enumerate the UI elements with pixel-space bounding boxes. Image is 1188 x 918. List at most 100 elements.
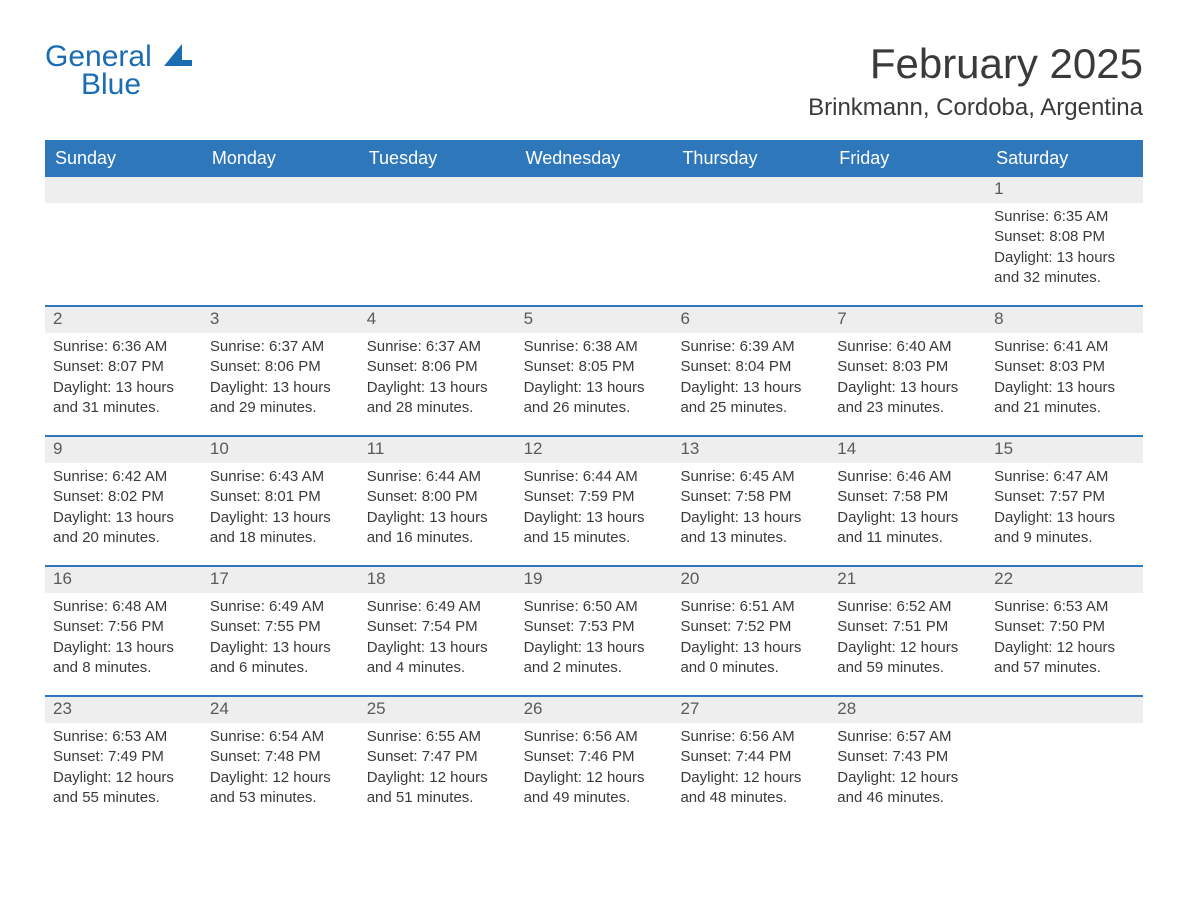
day-info: Sunrise: 6:35 AMSunset: 8:08 PMDaylight:… bbox=[986, 203, 1143, 298]
sunset-text: Sunset: 8:03 PM bbox=[837, 357, 978, 377]
sunrise-text: Sunrise: 6:49 AM bbox=[210, 597, 351, 617]
daylight-text: Daylight: 13 hours and 23 minutes. bbox=[837, 378, 978, 419]
day-info: Sunrise: 6:49 AMSunset: 7:55 PMDaylight:… bbox=[202, 593, 359, 688]
sunrise-text: Sunrise: 6:40 AM bbox=[837, 337, 978, 357]
sunrise-text: Sunrise: 6:50 AM bbox=[524, 597, 665, 617]
daylight-text: Daylight: 13 hours and 29 minutes. bbox=[210, 378, 351, 419]
sunset-text: Sunset: 7:52 PM bbox=[680, 617, 821, 637]
daylight-text: Daylight: 13 hours and 31 minutes. bbox=[53, 378, 194, 419]
month-title: February 2025 bbox=[808, 40, 1143, 88]
day-number bbox=[986, 697, 1143, 723]
day-number: 22 bbox=[986, 567, 1143, 593]
sunset-text: Sunset: 7:43 PM bbox=[837, 747, 978, 767]
sunrise-text: Sunrise: 6:54 AM bbox=[210, 727, 351, 747]
daylight-text: Daylight: 12 hours and 53 minutes. bbox=[210, 768, 351, 809]
day-cell: 23Sunrise: 6:53 AMSunset: 7:49 PMDayligh… bbox=[45, 697, 202, 825]
day-number: 21 bbox=[829, 567, 986, 593]
dayname-monday: Monday bbox=[202, 140, 359, 177]
day-number: 2 bbox=[45, 307, 202, 333]
day-number: 5 bbox=[516, 307, 673, 333]
day-cell: 7 Sunrise: 6:40 AMSunset: 8:03 PMDaylight… bbox=[829, 307, 986, 435]
day-info: Sunrise: 6:44 AMSunset: 8:00 PMDaylight:… bbox=[359, 463, 516, 558]
sunset-text: Sunset: 7:58 PM bbox=[837, 487, 978, 507]
day-info: Sunrise: 6:38 AMSunset: 8:05 PMDaylight:… bbox=[516, 333, 673, 428]
sunset-text: Sunset: 7:46 PM bbox=[524, 747, 665, 767]
week-row: 1Sunrise: 6:35 AMSunset: 8:08 PMDaylight… bbox=[45, 177, 1143, 305]
sunset-text: Sunset: 7:56 PM bbox=[53, 617, 194, 637]
sunrise-text: Sunrise: 6:47 AM bbox=[994, 467, 1135, 487]
empty-cell bbox=[202, 177, 359, 305]
sunset-text: Sunset: 8:06 PM bbox=[210, 357, 351, 377]
sunrise-text: Sunrise: 6:41 AM bbox=[994, 337, 1135, 357]
day-number: 24 bbox=[202, 697, 359, 723]
day-number: 7 bbox=[829, 307, 986, 333]
day-number: 14 bbox=[829, 437, 986, 463]
day-info: Sunrise: 6:37 AMSunset: 8:06 PMDaylight:… bbox=[202, 333, 359, 428]
daylight-text: Daylight: 13 hours and 21 minutes. bbox=[994, 378, 1135, 419]
sunset-text: Sunset: 8:06 PM bbox=[367, 357, 508, 377]
week-row: 9Sunrise: 6:42 AMSunset: 8:02 PMDaylight… bbox=[45, 435, 1143, 565]
empty-cell bbox=[45, 177, 202, 305]
day-number: 20 bbox=[672, 567, 829, 593]
day-cell: 10Sunrise: 6:43 AMSunset: 8:01 PMDayligh… bbox=[202, 437, 359, 565]
day-cell: 6Sunrise: 6:39 AMSunset: 8:04 PMDaylight… bbox=[672, 307, 829, 435]
day-number: 11 bbox=[359, 437, 516, 463]
brand-logo: General Blue bbox=[45, 40, 192, 102]
day-cell: 22Sunrise: 6:53 AMSunset: 7:50 PMDayligh… bbox=[986, 567, 1143, 695]
day-cell: 20Sunrise: 6:51 AMSunset: 7:52 PMDayligh… bbox=[672, 567, 829, 695]
sunset-text: Sunset: 7:47 PM bbox=[367, 747, 508, 767]
day-info: Sunrise: 6:36 AMSunset: 8:07 PMDaylight:… bbox=[45, 333, 202, 428]
empty-cell bbox=[672, 177, 829, 305]
daylight-text: Daylight: 13 hours and 8 minutes. bbox=[53, 638, 194, 679]
dayname-thursday: Thursday bbox=[672, 140, 829, 177]
day-cell: 27Sunrise: 6:56 AMSunset: 7:44 PMDayligh… bbox=[672, 697, 829, 825]
page-header: General Blue February 2025 Brinkmann, Co… bbox=[45, 40, 1143, 122]
day-cell: 24 Sunrise: 6:54 AMSunset: 7:48 PMDayligh… bbox=[202, 697, 359, 825]
day-number bbox=[829, 177, 986, 203]
sunset-text: Sunset: 7:53 PM bbox=[524, 617, 665, 637]
daylight-text: Daylight: 13 hours and 4 minutes. bbox=[367, 638, 508, 679]
day-cell: 13Sunrise: 6:45 AMSunset: 7:58 PMDayligh… bbox=[672, 437, 829, 565]
day-info: Sunrise: 6:53 AMSunset: 7:50 PMDaylight:… bbox=[986, 593, 1143, 688]
dayname-wednesday: Wednesday bbox=[516, 140, 673, 177]
daylight-text: Daylight: 13 hours and 28 minutes. bbox=[367, 378, 508, 419]
day-number: 8 bbox=[986, 307, 1143, 333]
daylight-text: Daylight: 13 hours and 9 minutes. bbox=[994, 508, 1135, 549]
sunset-text: Sunset: 7:59 PM bbox=[524, 487, 665, 507]
daylight-text: Daylight: 12 hours and 55 minutes. bbox=[53, 768, 194, 809]
sunset-text: Sunset: 7:57 PM bbox=[994, 487, 1135, 507]
daylight-text: Daylight: 12 hours and 57 minutes. bbox=[994, 638, 1135, 679]
empty-cell bbox=[359, 177, 516, 305]
sunset-text: Sunset: 7:48 PM bbox=[210, 747, 351, 767]
day-info: Sunrise: 6:50 AMSunset: 7:53 PMDaylight:… bbox=[516, 593, 673, 688]
day-cell: 21Sunrise: 6:52 AMSunset: 7:51 PMDayligh… bbox=[829, 567, 986, 695]
sunrise-text: Sunrise: 6:56 AM bbox=[680, 727, 821, 747]
sunrise-text: Sunrise: 6:39 AM bbox=[680, 337, 821, 357]
day-info: Sunrise: 6:37 AMSunset: 8:06 PMDaylight:… bbox=[359, 333, 516, 428]
day-cell: 15Sunrise: 6:47 AMSunset: 7:57 PMDayligh… bbox=[986, 437, 1143, 565]
day-info: Sunrise: 6:46 AMSunset: 7:58 PMDaylight:… bbox=[829, 463, 986, 558]
calendar: SundayMondayTuesdayWednesdayThursdayFrid… bbox=[45, 140, 1143, 825]
day-cell: 1Sunrise: 6:35 AMSunset: 8:08 PMDaylight… bbox=[986, 177, 1143, 305]
dayname-saturday: Saturday bbox=[986, 140, 1143, 177]
sunset-text: Sunset: 8:03 PM bbox=[994, 357, 1135, 377]
daylight-text: Daylight: 13 hours and 32 minutes. bbox=[994, 248, 1135, 289]
day-number: 12 bbox=[516, 437, 673, 463]
day-cell: 19Sunrise: 6:50 AMSunset: 7:53 PMDayligh… bbox=[516, 567, 673, 695]
daylight-text: Daylight: 13 hours and 13 minutes. bbox=[680, 508, 821, 549]
day-number: 9 bbox=[45, 437, 202, 463]
day-info: Sunrise: 6:45 AMSunset: 7:58 PMDaylight:… bbox=[672, 463, 829, 558]
sunrise-text: Sunrise: 6:42 AM bbox=[53, 467, 194, 487]
sunrise-text: Sunrise: 6:46 AM bbox=[837, 467, 978, 487]
day-cell: 16Sunrise: 6:48 AMSunset: 7:56 PMDayligh… bbox=[45, 567, 202, 695]
day-info: Sunrise: 6:56 AMSunset: 7:44 PMDaylight:… bbox=[672, 723, 829, 818]
sunrise-text: Sunrise: 6:55 AM bbox=[367, 727, 508, 747]
sunrise-text: Sunrise: 6:35 AM bbox=[994, 207, 1135, 227]
sunset-text: Sunset: 7:49 PM bbox=[53, 747, 194, 767]
title-block: February 2025 Brinkmann, Cordoba, Argent… bbox=[808, 40, 1143, 122]
day-number: 26 bbox=[516, 697, 673, 723]
sunset-text: Sunset: 8:04 PM bbox=[680, 357, 821, 377]
day-number: 28 bbox=[829, 697, 986, 723]
day-number: 27 bbox=[672, 697, 829, 723]
day-cell: 5Sunrise: 6:38 AMSunset: 8:05 PMDaylight… bbox=[516, 307, 673, 435]
